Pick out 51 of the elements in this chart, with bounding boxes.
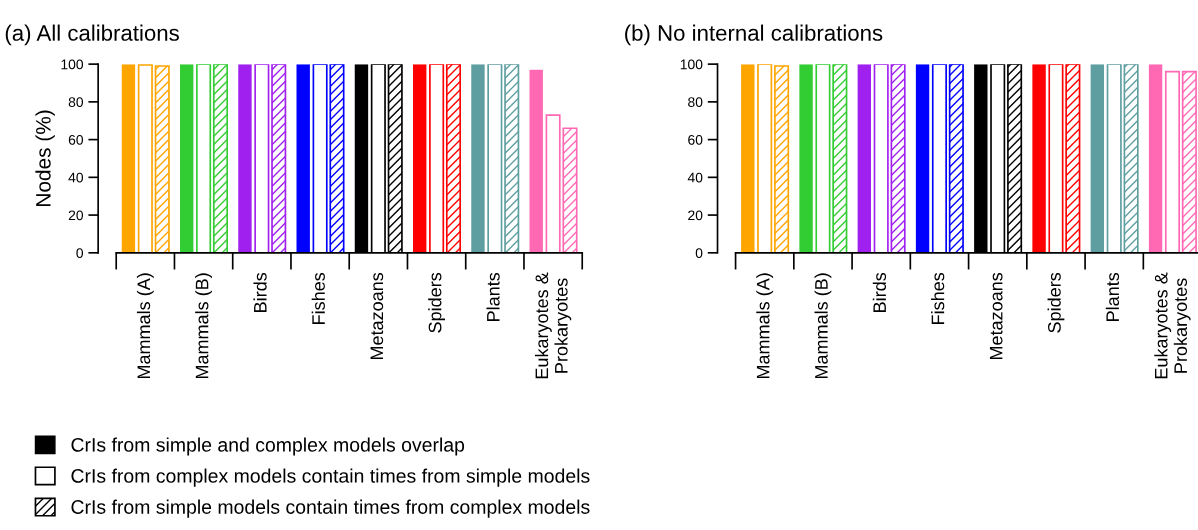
x-tick-label: Mammals (B) <box>814 273 832 379</box>
y-tick-label: 40 <box>687 172 703 183</box>
x-tick-label: Metazoans <box>370 272 384 360</box>
chart-title: (b) No internal calibrations <box>625 24 883 46</box>
x-tick-label: Fishes <box>931 272 945 324</box>
y-tick-label: 80 <box>68 97 84 108</box>
x-tick-label: Birds <box>872 272 887 312</box>
bar <box>413 64 427 253</box>
x-tick-label: Spiders <box>428 272 446 333</box>
bar <box>137 64 153 253</box>
legend-label: CrIs from simple and complex models overlap <box>71 437 465 456</box>
bar <box>238 64 252 253</box>
y-tick-label: 100 <box>61 59 84 70</box>
bar <box>212 64 229 253</box>
bar <box>487 64 503 253</box>
y-tick-label: 60 <box>688 134 703 145</box>
y-tick-label: 0 <box>695 248 703 258</box>
y-tick-label: 0 <box>76 248 84 258</box>
bar <box>196 64 212 253</box>
x-tick-label: Birds <box>253 272 267 312</box>
x-tick-label: Plants <box>1105 272 1120 321</box>
y-tick-label: 20 <box>688 210 703 221</box>
y-tick-label: 80 <box>688 97 703 108</box>
x-tick-label: Eukaryotes & Prokaryotes <box>1154 272 1191 379</box>
x-tick-label: Mammals (B) <box>195 273 212 379</box>
chart-title: (a) All calibrations <box>5 24 179 46</box>
bar <box>429 64 445 253</box>
x-tick-label: Plants <box>486 272 500 321</box>
bar <box>179 64 194 253</box>
bar <box>271 64 287 253</box>
y-tick-label: 60 <box>68 134 84 145</box>
x-tick-label: Metazoans <box>989 272 1003 360</box>
x-tick-label: Mammals (A) <box>756 273 774 379</box>
bar <box>504 64 520 253</box>
x-tick-label: Eukaryotes & Prokaryotes <box>534 272 572 379</box>
x-tick-label: Fishes <box>311 272 325 324</box>
x-tick-label: Spiders <box>1047 272 1065 333</box>
legend-label: CrIs from simple models contain times from complex models <box>71 499 590 518</box>
bar <box>254 64 270 253</box>
y-tick-label: 100 <box>680 59 703 70</box>
bar <box>471 64 485 253</box>
x-tick-label: Mammals (A) <box>136 273 154 379</box>
bar <box>529 69 543 253</box>
bar <box>121 64 136 253</box>
y-tick-label: 20 <box>68 210 84 221</box>
bar <box>154 65 170 253</box>
y-tick-label: 40 <box>68 172 84 183</box>
y-axis-title: Nodes (%) <box>35 110 55 206</box>
bar <box>445 64 462 253</box>
legend-label: CrIs from complex models contain times from simple models <box>71 468 590 487</box>
bar <box>296 64 310 253</box>
